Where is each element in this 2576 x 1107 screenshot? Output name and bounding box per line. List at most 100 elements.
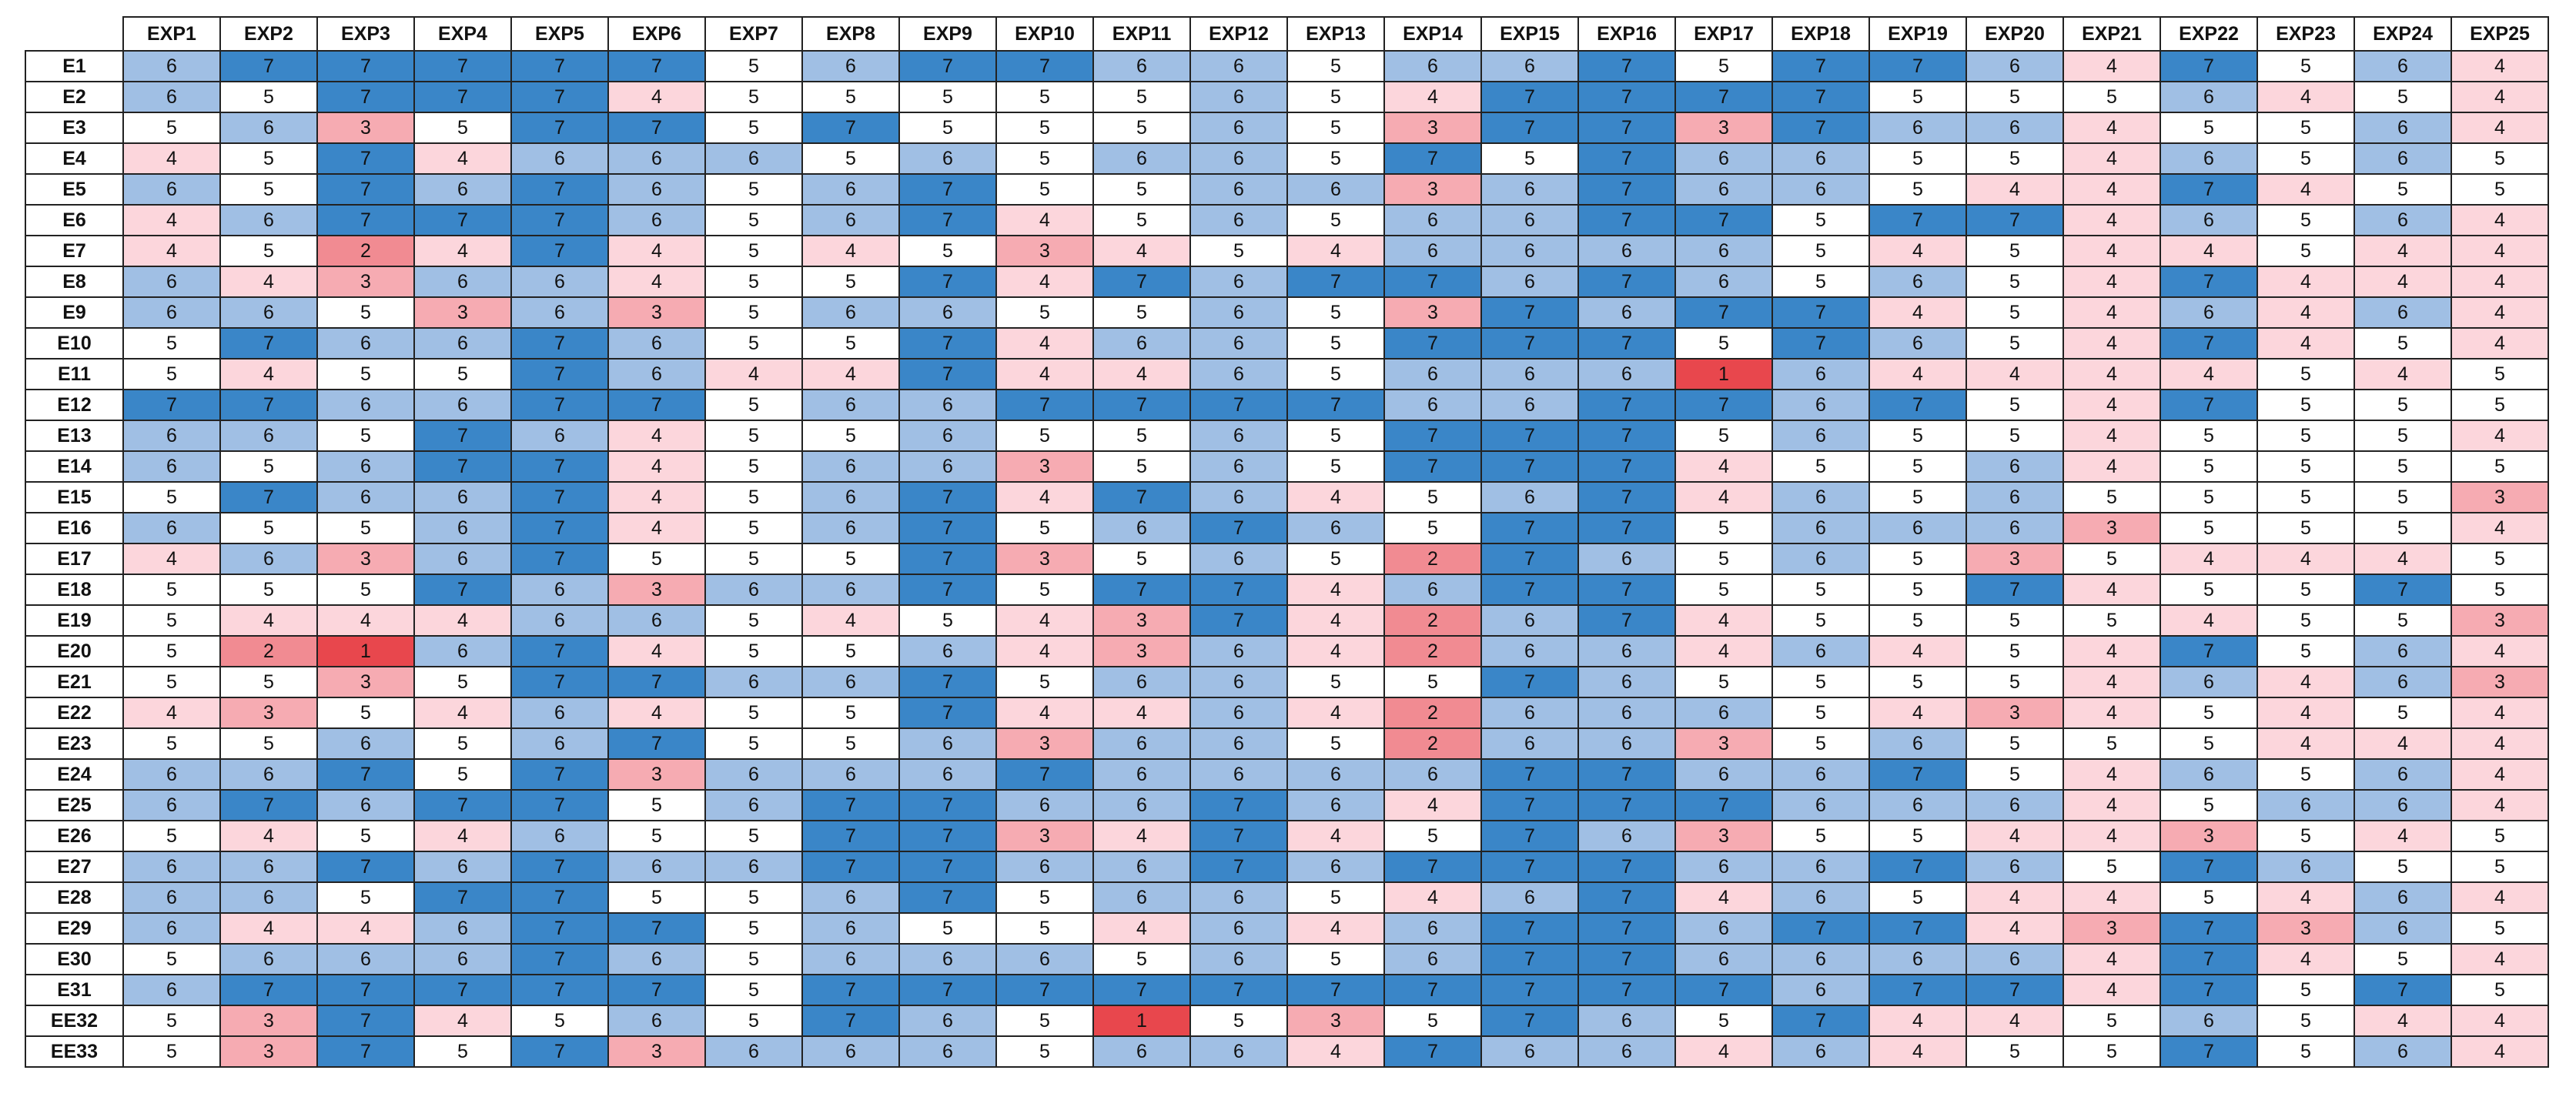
cell: 5 [1868, 574, 1967, 606]
cell: 4 [413, 604, 512, 637]
cell: 6 [1674, 943, 1773, 975]
cell: 7 [1674, 789, 1773, 821]
table-body: E1 6 7 7 7 7 7 5 6 7 7 6 6 5 6 6 7 5 7 7 6 4 7 5 6 4 E2 6 5 7 7 7 4 5 5 5 5 5… [25, 50, 2549, 1068]
cell: 5 [2257, 1035, 2355, 1068]
cell: 4 [2062, 758, 2161, 791]
cell: 7 [1577, 450, 1676, 483]
cell: 7 [1674, 81, 1773, 113]
cell: 3 [2257, 912, 2355, 945]
column-header: EXP11 [1092, 16, 1191, 52]
cell: 7 [413, 420, 512, 452]
cell: 6 [704, 666, 803, 698]
cell: 5 [1092, 420, 1191, 452]
cell: 6 [2354, 912, 2452, 945]
cell: 4 [2354, 1005, 2452, 1037]
cell: 5 [219, 235, 318, 267]
cell: 6 [1092, 666, 1191, 698]
cell: 6 [607, 204, 706, 236]
cell: 6 [2354, 881, 2452, 914]
cell: 6 [1577, 1005, 1676, 1037]
cell: 4 [801, 235, 900, 267]
cell: 6 [1674, 266, 1773, 298]
cell: 5 [2451, 450, 2549, 483]
cell: 5 [1480, 142, 1579, 175]
cell: 5 [2354, 851, 2452, 883]
cell: 7 [510, 204, 609, 236]
cell: 4 [2159, 604, 2258, 637]
cell: 6 [219, 881, 318, 914]
cell: 5 [2257, 635, 2355, 667]
cell: 4 [2257, 543, 2355, 575]
cell: 5 [122, 112, 221, 144]
cell: 4 [413, 697, 512, 729]
cell: 5 [1092, 204, 1191, 236]
cell: 5 [2062, 1035, 2161, 1068]
row-label: E24 [25, 758, 124, 791]
cell: 6 [1189, 543, 1288, 575]
cell: 6 [1771, 974, 1870, 1006]
row-label: E29 [25, 912, 124, 945]
cell: 7 [607, 50, 706, 82]
cell: 5 [1965, 142, 2064, 175]
cell: 6 [1189, 173, 1288, 206]
cell: 6 [1189, 142, 1288, 175]
row-label: E9 [25, 296, 124, 329]
cell: 5 [704, 389, 803, 421]
cell: 5 [2257, 389, 2355, 421]
cell: 6 [1577, 358, 1676, 390]
cell: 7 [316, 173, 415, 206]
cell: 3 [1092, 604, 1191, 637]
cell: 3 [607, 574, 706, 606]
cell: 5 [1771, 697, 1870, 729]
cell: 5 [413, 727, 512, 760]
cell: 7 [801, 1005, 900, 1037]
cell: 4 [2451, 943, 2549, 975]
cell: 5 [1092, 173, 1191, 206]
cell: 5 [413, 112, 512, 144]
cell: 5 [1965, 1035, 2064, 1068]
cell: 7 [2159, 173, 2258, 206]
cell: 7 [2159, 266, 2258, 298]
cell: 7 [801, 112, 900, 144]
cell: 7 [316, 1035, 415, 1068]
cell: 7 [316, 1005, 415, 1037]
cell: 5 [1286, 450, 1385, 483]
table-row: E4 4 5 7 4 6 6 6 5 6 5 6 6 5 7 5 7 6 6 5 5 4 6 5 6 5 [25, 142, 2549, 175]
cell: 4 [2159, 235, 2258, 267]
cell: 5 [2062, 481, 2161, 513]
cell: 4 [2062, 450, 2161, 483]
cell: 5 [122, 635, 221, 667]
cell: 6 [122, 912, 221, 945]
cell: 5 [510, 1005, 609, 1037]
cell: 3 [413, 296, 512, 329]
cell: 4 [2062, 204, 2161, 236]
cell: 5 [1092, 543, 1191, 575]
cell: 6 [1383, 389, 1482, 421]
cell: 6 [801, 666, 900, 698]
table-row: E19 5 4 4 4 6 6 5 4 5 4 3 7 4 2 6 7 4 5 5 5 5 4 5 5 3 [25, 604, 2549, 637]
cell: 5 [1965, 604, 2064, 637]
cell: 7 [607, 112, 706, 144]
cell: 7 [510, 481, 609, 513]
cell: 6 [2159, 758, 2258, 791]
cell: 4 [995, 604, 1094, 637]
cell: 4 [2062, 420, 2161, 452]
cell: 6 [122, 450, 221, 483]
cell: 5 [1868, 543, 1967, 575]
cell: 4 [2062, 697, 2161, 729]
cell: 5 [2257, 974, 2355, 1006]
cell: 6 [2159, 1005, 2258, 1037]
cell: 6 [1771, 881, 1870, 914]
cell: 5 [316, 881, 415, 914]
cell: 6 [413, 912, 512, 945]
cell: 6 [1189, 420, 1288, 452]
cell: 4 [2062, 943, 2161, 975]
column-header: EXP23 [2257, 16, 2355, 52]
row-label: E13 [25, 420, 124, 452]
row-label: E1 [25, 50, 124, 82]
cell: 6 [1577, 1035, 1676, 1068]
cell: 7 [1480, 420, 1579, 452]
cell: 4 [1092, 358, 1191, 390]
cell: 6 [1965, 50, 2064, 82]
cell: 7 [1965, 574, 2064, 606]
